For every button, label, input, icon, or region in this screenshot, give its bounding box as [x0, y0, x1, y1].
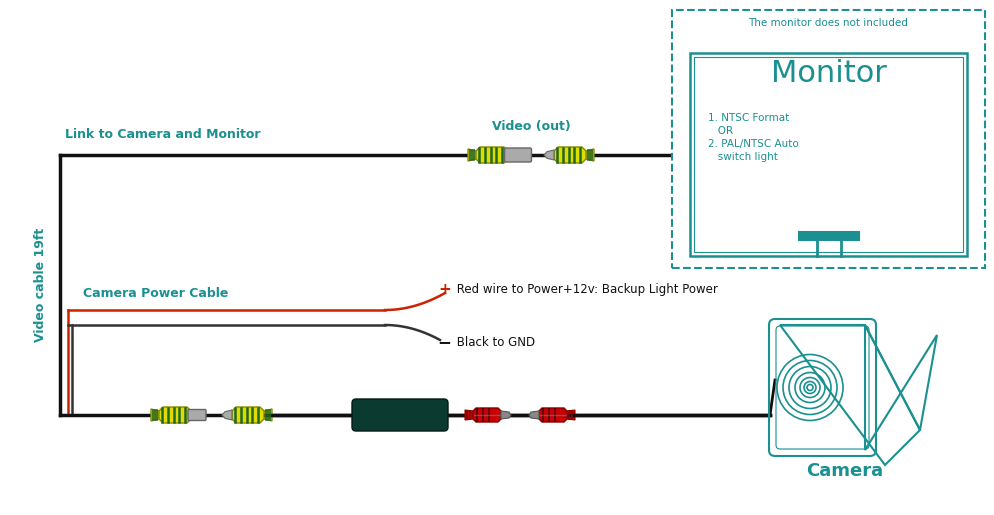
Polygon shape	[501, 411, 511, 419]
Text: switch light: switch light	[708, 152, 777, 162]
Polygon shape	[475, 147, 508, 163]
FancyBboxPatch shape	[188, 409, 206, 421]
Polygon shape	[508, 150, 518, 160]
Text: Monitor: Monitor	[769, 59, 886, 88]
FancyBboxPatch shape	[352, 399, 447, 431]
Polygon shape	[539, 408, 567, 422]
Polygon shape	[232, 407, 263, 423]
Text: Red wire to Power+12v: Backup Light Power: Red wire to Power+12v: Backup Light Powe…	[452, 283, 717, 296]
Polygon shape	[544, 150, 554, 160]
Polygon shape	[529, 411, 539, 419]
Bar	[798, 232, 858, 240]
Polygon shape	[222, 410, 232, 420]
Text: Camera Power Cable: Camera Power Cable	[83, 287, 229, 300]
Polygon shape	[554, 147, 585, 163]
Polygon shape	[585, 149, 593, 161]
FancyBboxPatch shape	[504, 148, 531, 162]
Polygon shape	[159, 407, 191, 423]
Polygon shape	[567, 410, 575, 420]
Polygon shape	[263, 409, 271, 421]
Polygon shape	[464, 410, 472, 420]
Text: −: −	[436, 333, 450, 351]
Text: +: +	[437, 282, 450, 297]
Text: OR: OR	[708, 126, 733, 136]
Text: Link to Camera and Monitor: Link to Camera and Monitor	[65, 128, 260, 141]
Polygon shape	[467, 149, 475, 161]
Text: Video (out): Video (out)	[491, 120, 570, 133]
Polygon shape	[472, 408, 501, 422]
Text: 1. NTSC Format: 1. NTSC Format	[708, 113, 788, 123]
Text: 2. PAL/NTSC Auto: 2. PAL/NTSC Auto	[708, 139, 798, 149]
Text: Camera: Camera	[805, 462, 883, 480]
Text: Video cable 19ft: Video cable 19ft	[34, 228, 47, 342]
Text: Black to GND: Black to GND	[452, 335, 535, 349]
Polygon shape	[151, 409, 159, 421]
Text: The monitor does not included: The monitor does not included	[747, 18, 908, 28]
Polygon shape	[191, 410, 201, 420]
